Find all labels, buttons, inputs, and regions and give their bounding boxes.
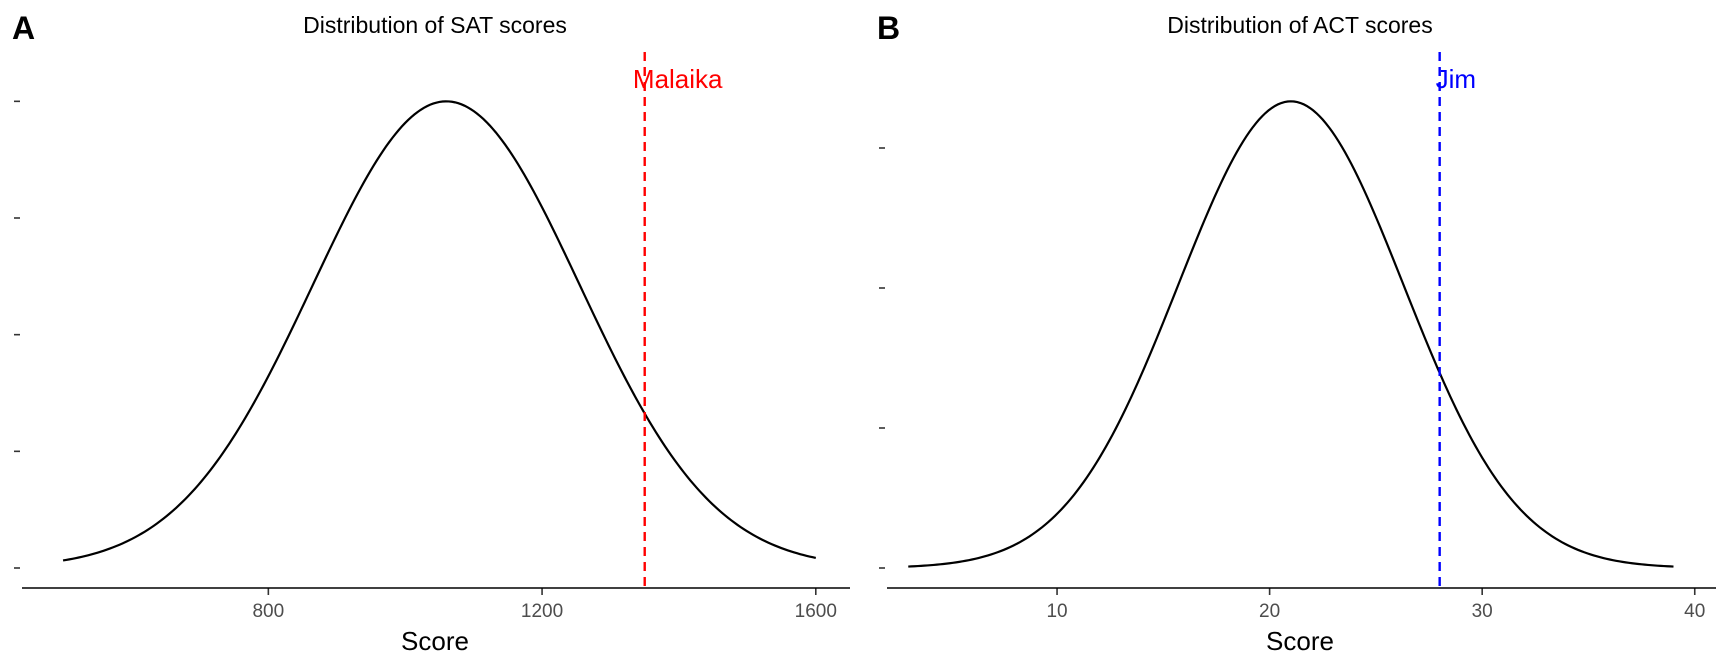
chart-title-sat: Distribution of SAT scores — [303, 12, 567, 38]
y-ticks-act — [879, 147, 885, 569]
panel-a: A Distribution of SAT scores 800 1200 1600… — [12, 10, 850, 656]
x-tick-label: 800 — [252, 601, 284, 622]
x-tick-label: 10 — [1046, 601, 1067, 622]
act-density-curve — [908, 100, 1674, 568]
x-ticks-act: 10 20 30 40 — [1046, 588, 1705, 622]
chart-title-act: Distribution of ACT scores — [1167, 12, 1432, 38]
jim-label: Jim — [1436, 64, 1476, 94]
malaika-label: Malaika — [633, 64, 723, 94]
x-tick-label: 1600 — [795, 601, 837, 622]
sat-density-curve — [62, 100, 817, 562]
x-tick-label: 1200 — [521, 601, 563, 622]
x-axis-title-act: Score — [1266, 626, 1334, 656]
y-ticks-sat — [14, 100, 20, 569]
x-axis-title-sat: Score — [401, 626, 469, 656]
panel-b: B Distribution of ACT scores 10 20 30 40 Ji… — [877, 10, 1716, 656]
panel-letter-a: A — [12, 10, 35, 46]
x-tick-label: 40 — [1684, 601, 1705, 622]
x-ticks-sat: 800 1200 1600 — [252, 588, 837, 622]
panel-letter-b: B — [877, 10, 900, 46]
x-tick-label: 20 — [1259, 601, 1280, 622]
x-tick-label: 30 — [1472, 601, 1493, 622]
